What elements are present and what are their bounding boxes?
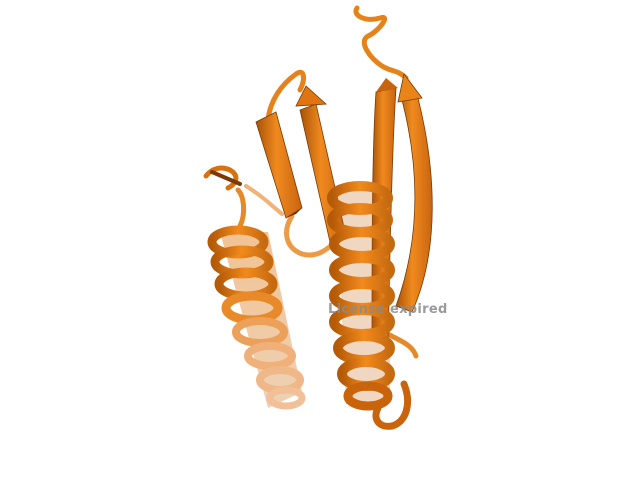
beta-strand-2-arrowhead bbox=[295, 85, 327, 107]
license-watermark: License expired bbox=[328, 302, 448, 317]
alpha-helix-left bbox=[207, 225, 306, 410]
alpha-helix-right bbox=[327, 181, 395, 411]
coil-lower-loop bbox=[284, 213, 339, 258]
coil-mid-link bbox=[244, 184, 284, 216]
beta-strand-1 bbox=[255, 111, 303, 219]
coil-bottom-right bbox=[372, 380, 411, 430]
coil-left-tip bbox=[210, 170, 242, 186]
coil-right-link bbox=[385, 331, 419, 359]
coil-hairpin-loop bbox=[265, 69, 306, 123]
beta-strand-4-arrowhead bbox=[397, 73, 423, 103]
coil-top-loop bbox=[353, 5, 409, 81]
beta-strand-4 bbox=[395, 97, 433, 313]
coil-left-link bbox=[235, 187, 247, 229]
